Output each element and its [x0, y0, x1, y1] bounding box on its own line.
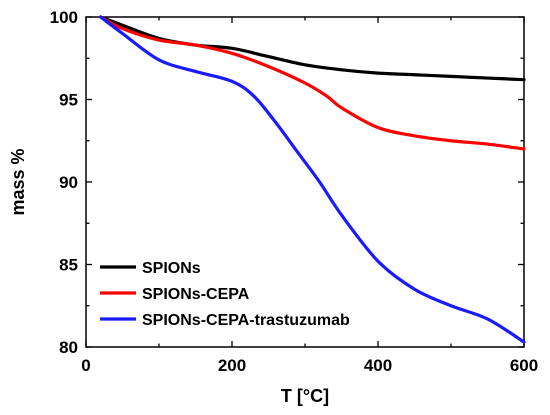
series-line-spions-cepa-trastuzumab	[99, 15, 526, 344]
series-line-spions-cepa	[99, 15, 526, 151]
series-lines	[99, 15, 526, 344]
x-tick-label: 0	[81, 356, 90, 375]
axis-ticks	[85, 16, 525, 348]
legend: SPIONs SPIONs-CEPA SPIONs-CEPA-trastuzumab	[100, 260, 350, 329]
y-tick-label: 80	[59, 338, 78, 357]
x-tick-label: 200	[218, 356, 246, 375]
x-tick-label: 400	[364, 356, 392, 375]
y-tick-label: 95	[59, 91, 78, 110]
x-tick-label: 600	[510, 356, 538, 375]
series-line-spions	[99, 15, 526, 82]
y-axis-title: mass %	[8, 148, 28, 215]
y-tick-label: 90	[59, 173, 78, 192]
legend-label-spions-cepa-trastuzumab: SPIONs-CEPA-trastuzumab	[142, 312, 350, 329]
y-tick-label: 85	[59, 256, 78, 275]
y-tick-label: 100	[50, 8, 78, 27]
legend-label-spions: SPIONs	[142, 260, 201, 277]
x-axis-title: T [°C]	[281, 386, 329, 406]
legend-label-spions-cepa: SPIONs-CEPA	[142, 286, 250, 303]
axis-tick-labels: 0 200 400 600 80 85 90 95 100	[50, 8, 539, 375]
